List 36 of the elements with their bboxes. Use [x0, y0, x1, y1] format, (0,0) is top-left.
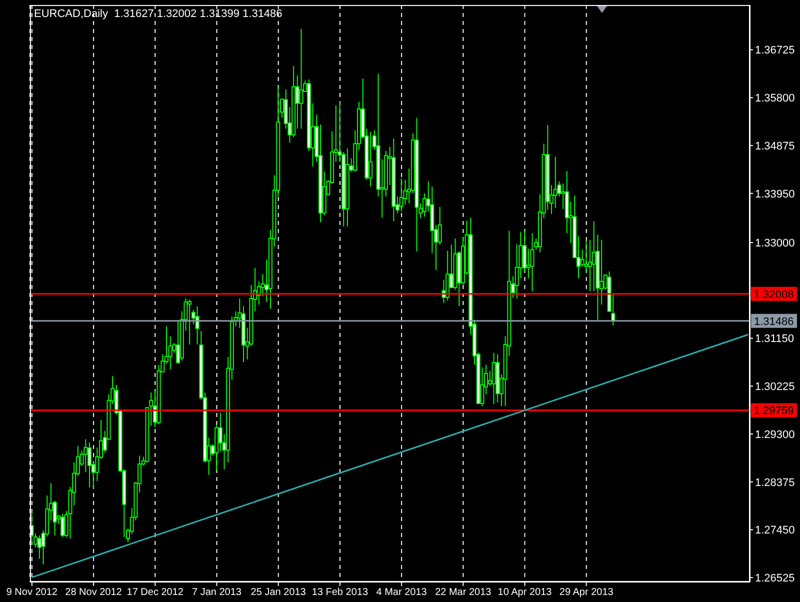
y-tick-label: 1.26525 [755, 572, 795, 585]
candlestick [195, 306, 200, 345]
candlestick [368, 131, 373, 188]
candlestick [60, 513, 65, 538]
candlestick [446, 250, 450, 301]
candlestick [492, 352, 496, 404]
y-tick-label: 1.33000 [755, 237, 795, 250]
x-tick-label: 17 Dec 2012 [126, 587, 184, 598]
ref-line-label: 1.31486 [754, 316, 794, 328]
ref-line-label: 1.29759 [754, 405, 794, 418]
candlestick [584, 240, 588, 274]
x-tick-label: 10 Apr 2013 [498, 587, 552, 598]
candlestick [592, 220, 596, 292]
candlestick [299, 28, 304, 130]
x-tick-label: 28 Nov 2012 [65, 587, 122, 598]
y-tick-label: 1.33950 [755, 188, 795, 200]
ref-line-label: 1.32008 [754, 288, 794, 301]
candlestick [530, 232, 534, 292]
x-tick-label: 7 Jan 2013 [192, 587, 242, 598]
y-tick-label: 1.34875 [755, 140, 795, 152]
candlestick [188, 298, 192, 345]
x-tick-label: 4 Mar 2013 [376, 587, 428, 598]
y-tick-label: 1.27450 [755, 524, 795, 537]
x-tick-label: 29 Apr 2013 [559, 587, 614, 598]
chart-title: EURCAD,Daily 1.31627 1.32002 1.31399 1.31486 [34, 8, 282, 20]
y-tick-label: 1.28375 [755, 476, 795, 489]
x-tick-label: 25 Jan 2013 [250, 587, 306, 598]
y-tick-label: 1.36725 [755, 44, 795, 57]
x-tick-label: 22 Mar 2013 [435, 587, 492, 598]
x-tick-label: 9 Nov 2012 [6, 587, 58, 598]
x-tick-label: 13 Feb 2013 [312, 587, 368, 598]
y-tick-label: 1.30225 [755, 381, 795, 394]
y-tick-label: 1.31150 [755, 333, 794, 346]
y-tick-label: 1.35800 [755, 92, 795, 105]
y-tick-label: 1.29300 [755, 428, 795, 441]
candlestick [399, 178, 404, 212]
